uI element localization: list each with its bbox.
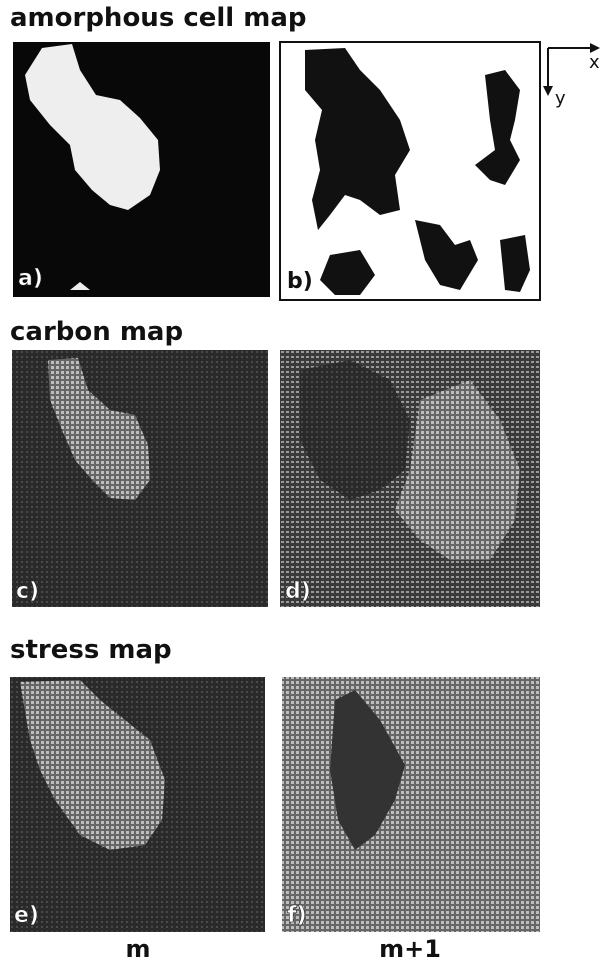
panel-d: d) bbox=[280, 350, 540, 607]
axis-label: x bbox=[589, 52, 600, 73]
figure: amorphous cell map carbon map stress map… bbox=[0, 0, 608, 964]
axes-indicator: x y bbox=[543, 43, 600, 109]
panel-f: f) bbox=[282, 677, 540, 932]
panel-label: a) bbox=[18, 266, 43, 291]
column-label: m+1 bbox=[379, 935, 441, 963]
panel-label: d) bbox=[285, 579, 311, 604]
panel-a: a) bbox=[13, 42, 270, 297]
heading: stress map bbox=[10, 635, 172, 665]
heading: amorphous cell map bbox=[10, 3, 307, 33]
panel-e: e) bbox=[10, 677, 265, 932]
column-label: m bbox=[125, 935, 150, 963]
panel-label: e) bbox=[14, 903, 39, 928]
panel-label: c) bbox=[16, 579, 39, 604]
panel-label: f) bbox=[287, 903, 307, 928]
panel-b: b) bbox=[280, 42, 540, 300]
heading: carbon map bbox=[10, 317, 183, 347]
panel-label: b) bbox=[287, 269, 313, 294]
panel-c: c) bbox=[12, 350, 268, 607]
axis-label: y bbox=[555, 88, 566, 109]
